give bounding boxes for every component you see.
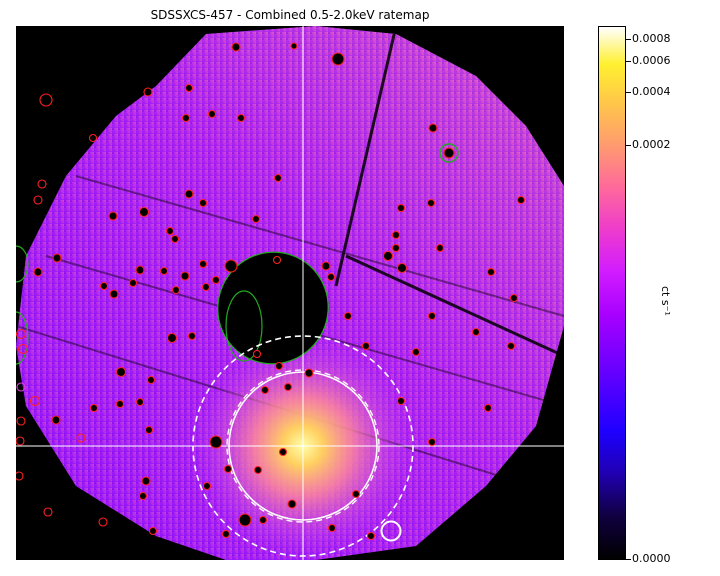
- reference-circle: [380, 520, 402, 542]
- colorbar-tick: [626, 92, 631, 93]
- colorbar-tick-label: 0.0006: [632, 54, 671, 67]
- colorbar-tick: [626, 39, 631, 40]
- colorbar-tick-label: 0.0002: [632, 138, 671, 151]
- point-source-regions-outside: [16, 93, 108, 527]
- extended-source-region: [225, 290, 263, 362]
- point-source-regions: [33, 42, 526, 541]
- colorbar-tick: [626, 559, 631, 560]
- colorbar: [598, 26, 626, 560]
- colorbar-tick-label: 0.0004: [632, 85, 671, 98]
- colorbar-label: ct s⁻¹: [659, 286, 672, 316]
- ratemap-image: [16, 26, 564, 560]
- colorbar-tick: [626, 61, 631, 62]
- extended-source-region-edge: [16, 311, 29, 365]
- magenta-region: [16, 382, 26, 392]
- extended-source-region-small: [439, 143, 459, 163]
- plot-title: SDSSXCS-457 - Combined 0.5-2.0keV ratema…: [150, 8, 430, 22]
- colorbar-tick: [626, 145, 631, 146]
- colorbar-tick-label: 0.0008: [632, 32, 671, 45]
- extended-source-region-edge: [16, 245, 29, 283]
- colorbar-tick-label: 0.0000: [632, 552, 671, 565]
